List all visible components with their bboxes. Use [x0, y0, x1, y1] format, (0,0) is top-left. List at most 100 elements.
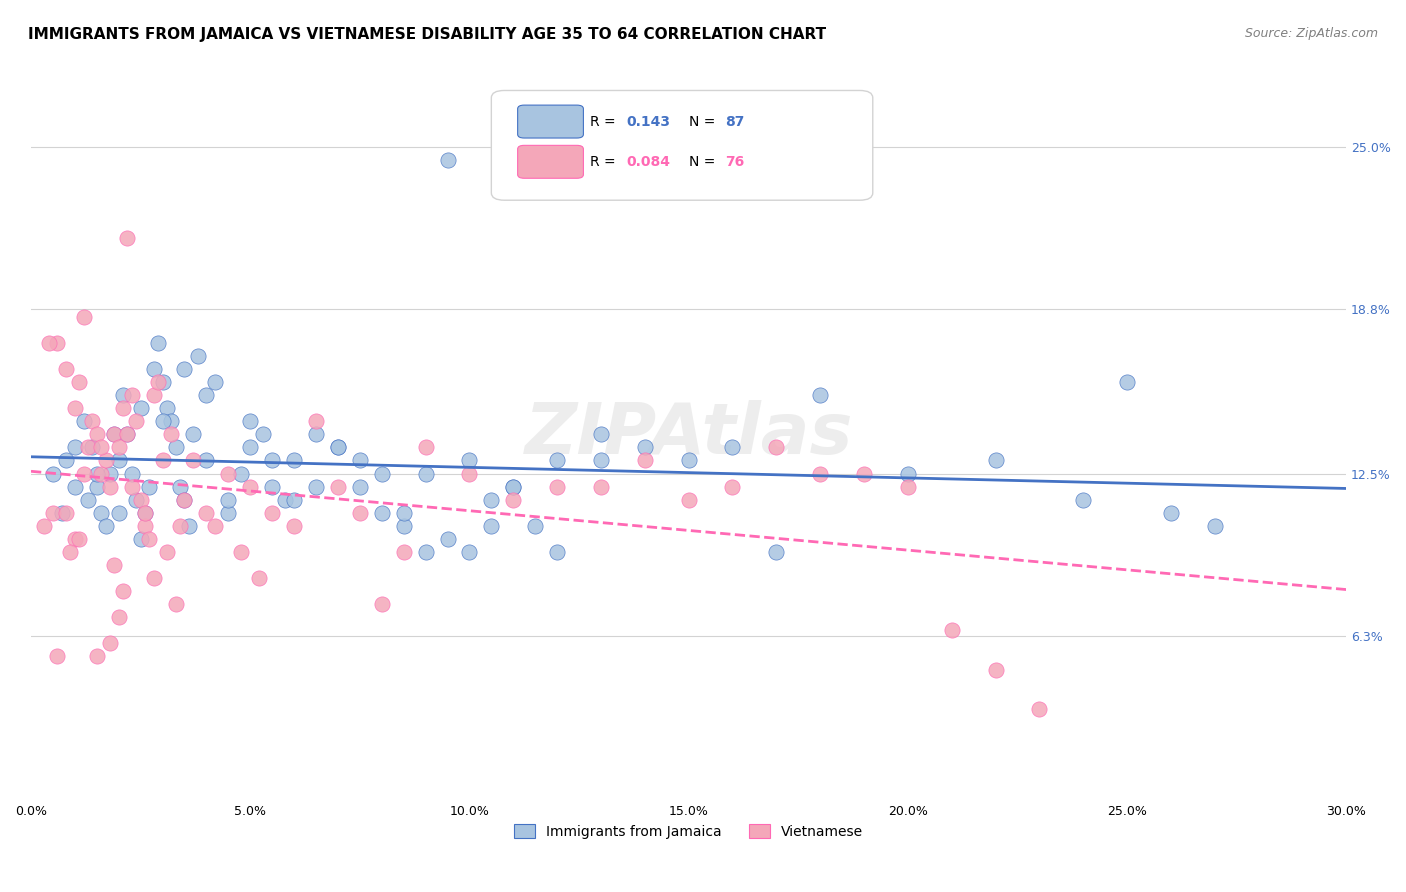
Point: [262, 506, 284, 520]
Point: [181, 427, 204, 442]
Point: [678, 492, 700, 507]
Point: [1160, 506, 1182, 520]
Point: [98, 480, 121, 494]
Point: [86, 467, 108, 481]
Point: [165, 597, 187, 611]
Point: [55, 362, 77, 376]
Point: [129, 492, 152, 507]
Point: [121, 467, 143, 481]
Text: R =: R =: [591, 115, 620, 129]
Point: [1071, 492, 1094, 507]
Point: [458, 467, 481, 481]
Point: [204, 518, 226, 533]
Point: [152, 414, 174, 428]
Point: [112, 584, 135, 599]
Point: [177, 518, 200, 533]
Point: [326, 441, 349, 455]
Point: [90, 467, 112, 481]
Point: [63, 441, 86, 455]
Point: [217, 467, 239, 481]
Point: [67, 375, 90, 389]
Point: [156, 401, 179, 416]
Point: [349, 480, 371, 494]
Point: [371, 467, 394, 481]
Point: [678, 453, 700, 467]
Point: [117, 427, 139, 442]
Point: [125, 414, 148, 428]
Point: [103, 427, 125, 442]
Point: [415, 545, 437, 559]
Point: [305, 427, 328, 442]
Point: [247, 571, 270, 585]
Point: [86, 480, 108, 494]
Point: [217, 506, 239, 520]
Point: [765, 441, 787, 455]
Point: [262, 480, 284, 494]
Point: [63, 401, 86, 416]
Point: [195, 453, 218, 467]
Point: [112, 388, 135, 402]
Point: [107, 441, 129, 455]
Point: [112, 401, 135, 416]
Point: [67, 532, 90, 546]
Point: [187, 349, 209, 363]
Point: [77, 492, 100, 507]
Point: [589, 453, 612, 467]
Point: [217, 492, 239, 507]
Point: [546, 453, 568, 467]
Point: [589, 427, 612, 442]
Point: [371, 506, 394, 520]
Point: [415, 441, 437, 455]
Text: 0.143: 0.143: [627, 115, 671, 129]
Point: [90, 506, 112, 520]
Point: [589, 480, 612, 494]
Point: [90, 441, 112, 455]
Point: [239, 480, 262, 494]
Point: [274, 492, 297, 507]
Point: [371, 597, 394, 611]
Point: [984, 663, 1007, 677]
Point: [897, 480, 920, 494]
Point: [129, 532, 152, 546]
Point: [1028, 702, 1050, 716]
Point: [546, 480, 568, 494]
Point: [103, 558, 125, 572]
Point: [98, 636, 121, 650]
Point: [51, 506, 73, 520]
Point: [55, 453, 77, 467]
Point: [98, 467, 121, 481]
Point: [458, 453, 481, 467]
Point: [897, 467, 920, 481]
Point: [107, 453, 129, 467]
Point: [142, 388, 165, 402]
FancyBboxPatch shape: [491, 90, 873, 200]
Point: [117, 231, 139, 245]
Point: [1204, 518, 1226, 533]
Point: [165, 441, 187, 455]
Point: [502, 480, 524, 494]
Point: [239, 441, 262, 455]
Text: 87: 87: [725, 115, 745, 129]
Point: [392, 518, 415, 533]
Point: [86, 427, 108, 442]
Point: [169, 518, 191, 533]
Point: [77, 441, 100, 455]
Point: [38, 335, 60, 350]
Point: [326, 441, 349, 455]
Point: [502, 492, 524, 507]
Point: [94, 518, 117, 533]
FancyBboxPatch shape: [517, 105, 583, 138]
Point: [46, 649, 69, 664]
Point: [204, 375, 226, 389]
Point: [72, 414, 94, 428]
Point: [479, 518, 502, 533]
Point: [808, 467, 831, 481]
Point: [721, 480, 744, 494]
Text: N =: N =: [689, 115, 720, 129]
Point: [436, 153, 458, 167]
Point: [138, 480, 160, 494]
Point: [392, 506, 415, 520]
Point: [146, 335, 169, 350]
Point: [117, 427, 139, 442]
Point: [152, 375, 174, 389]
